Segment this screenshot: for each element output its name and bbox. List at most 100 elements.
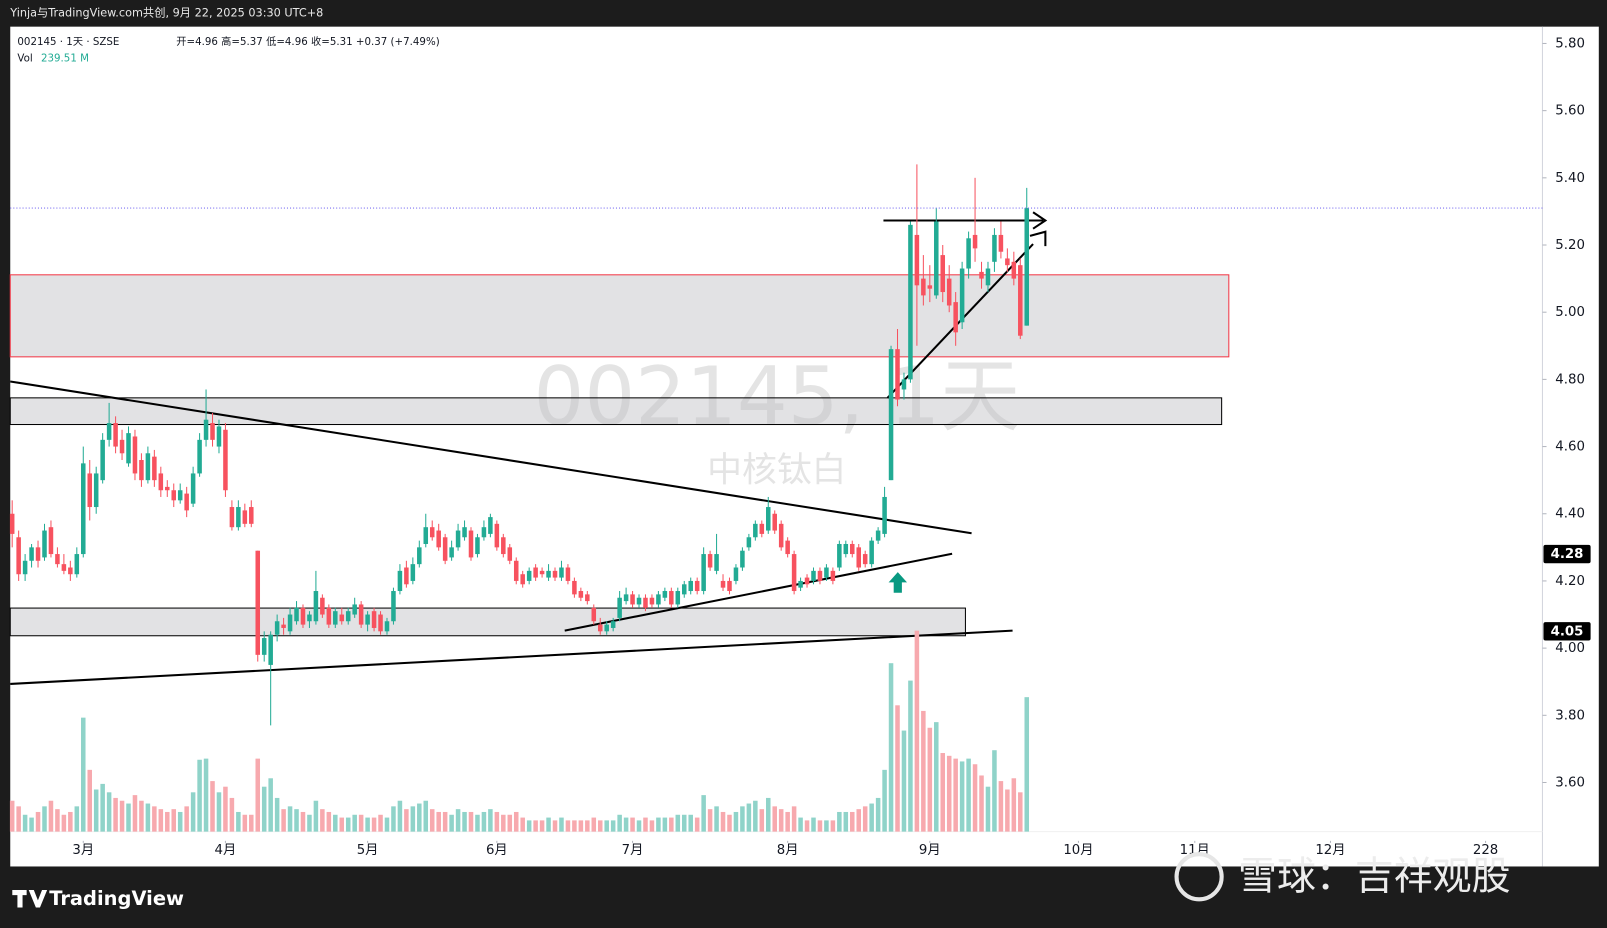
candle-body (591, 607, 597, 622)
y-tick-label: 4.20 (1555, 574, 1585, 589)
volume-bar (326, 811, 332, 832)
volume-bar (901, 730, 907, 832)
candle-body (559, 567, 564, 578)
volume-bar (223, 786, 228, 832)
watermark-layer: 002145, 1天 中核钛白 (533, 350, 1020, 491)
y-tick-label: 4.80 (1555, 372, 1585, 387)
candle-body (55, 554, 60, 565)
candle-body (681, 584, 687, 595)
volume-bar (811, 817, 816, 832)
volume-bar (242, 814, 248, 832)
volume-bar (766, 797, 771, 832)
volume-bar (16, 806, 21, 832)
candle-body (817, 570, 823, 581)
candle-body (552, 570, 558, 578)
volume-bar (300, 811, 306, 832)
volume-bar (862, 806, 868, 832)
price-label-box (1543, 622, 1591, 641)
price-label: 4.28 (1551, 547, 1584, 562)
candle-body (707, 554, 713, 568)
candle-body (242, 510, 248, 524)
candle-body (585, 594, 590, 602)
volume-bar (339, 817, 345, 832)
volume-bar (190, 792, 196, 832)
candle-body (526, 570, 532, 581)
volume-bar (972, 764, 978, 832)
volume-bar (229, 797, 235, 832)
volume-bar (662, 817, 668, 832)
brand: TradingView (12, 887, 184, 910)
candle-body (772, 513, 777, 531)
name-watermark: 中核钛白 (707, 451, 846, 491)
candle-body (1018, 265, 1023, 336)
candle-body (442, 537, 448, 561)
volume-bar (985, 786, 991, 832)
volume-bar (48, 800, 54, 832)
candle-body (895, 349, 900, 400)
volume-bar (488, 809, 493, 832)
volume-bar (268, 778, 273, 832)
y-tick-label: 5.20 (1555, 238, 1585, 253)
candle-body (927, 285, 933, 289)
volume-bar (610, 820, 616, 832)
candle-body (177, 490, 183, 501)
candle-body (662, 591, 668, 598)
candle-body (488, 517, 493, 534)
candle-body (623, 594, 629, 602)
volume-value: 239.51 M (41, 52, 89, 64)
volume-bar (436, 811, 441, 832)
candle-body (837, 543, 842, 568)
candle-body (604, 624, 609, 632)
candle-body (701, 554, 706, 592)
site-logo (1174, 852, 1224, 902)
candle-body (132, 436, 138, 474)
candle-body (87, 473, 92, 508)
candle-body (171, 490, 177, 501)
x-tick-label: 228 (1473, 843, 1498, 858)
candle-body (753, 523, 758, 538)
volume-bar (927, 727, 933, 832)
candle-body (862, 554, 868, 565)
volume-bar (888, 663, 894, 832)
candle-body (824, 567, 829, 578)
candle-body (966, 238, 971, 269)
price-label: 4.05 (1551, 624, 1584, 639)
volume-bar (468, 811, 474, 832)
candle-body (391, 591, 396, 622)
volume-bar (384, 817, 390, 832)
volume-bar (1024, 697, 1030, 832)
candle-body (979, 271, 984, 279)
candle-body (959, 268, 965, 323)
candle-body (714, 554, 719, 571)
volume-bar (578, 820, 584, 832)
volume-bar (29, 817, 34, 832)
volume-bar (759, 809, 765, 832)
candle-body (184, 493, 189, 511)
volume-bar (539, 820, 545, 832)
candle-body (921, 278, 926, 296)
volume-bar (675, 814, 681, 832)
legend: 002145 · 1天 · SZSE 开=4.96 高=5.37 低=4.96 … (17, 35, 439, 64)
candle-body (100, 439, 105, 481)
volume-bar (630, 817, 635, 832)
volume-bar (87, 769, 92, 832)
volume-bar (513, 811, 519, 832)
candle-body (791, 554, 797, 592)
candle-body (197, 439, 202, 474)
candle-body (345, 611, 351, 622)
trend-line (10, 629, 1013, 685)
volume-bar (804, 820, 810, 832)
candle-body (61, 564, 67, 571)
volume-bar (449, 814, 454, 832)
candle-body (410, 564, 416, 581)
candle-body (119, 439, 125, 454)
volume-bar (184, 806, 189, 832)
volume-bar (216, 792, 222, 832)
candle-body (759, 523, 765, 534)
volume-bar (294, 809, 299, 832)
volume-bar (35, 811, 41, 832)
volume-bar (526, 820, 532, 832)
volume-bar (429, 809, 435, 832)
credit: Yinja与TradingView.com共创, 9月 22, 2025 03:… (9, 6, 323, 19)
y-tick-label: 5.40 (1555, 171, 1585, 186)
